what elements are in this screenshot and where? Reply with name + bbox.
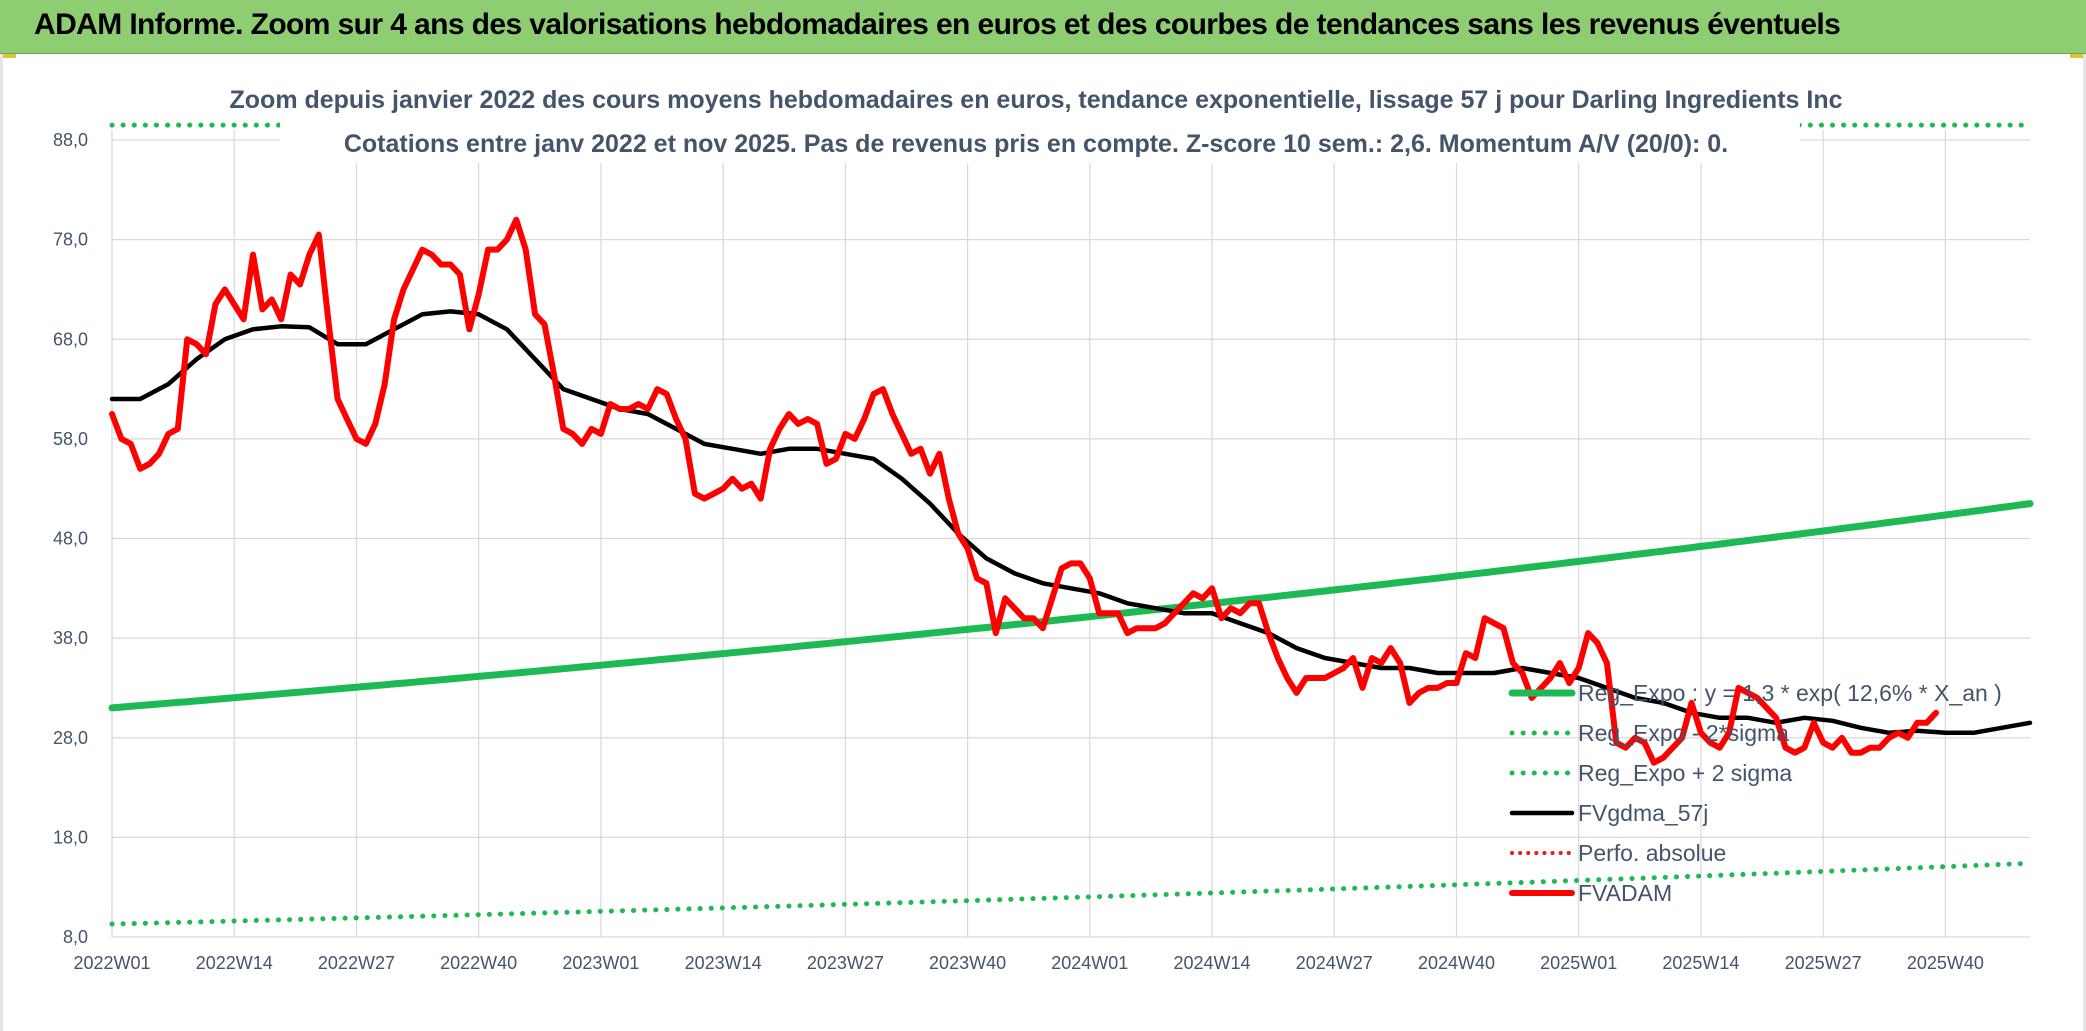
chart-subtitle: Cotations entre janv 2022 et nov 2025. P… xyxy=(344,130,1728,158)
grid-lines xyxy=(111,130,2030,938)
y-tick-label: 48,0 xyxy=(53,529,88,549)
legend-label: Reg_Expo + 2 sigma xyxy=(1578,760,1792,786)
x-tick-label: 2023W27 xyxy=(807,953,884,973)
y-tick-label: 18,0 xyxy=(53,827,88,847)
y-tick-label: 58,0 xyxy=(53,429,88,449)
y-tick-label: 28,0 xyxy=(53,728,88,748)
x-tick-label: 2024W40 xyxy=(1418,953,1495,973)
banner-corner-right xyxy=(2070,54,2086,58)
legend-label: Reg_Expo : y = 1,3 * exp( 12,6% * X_an ) xyxy=(1578,680,2002,706)
series-line-reg-expo-2-sigma xyxy=(109,860,2033,927)
series-line-fvadam xyxy=(109,216,1939,766)
subtitle-background xyxy=(280,77,1800,163)
x-tick-label: 2022W40 xyxy=(440,953,517,973)
y-tick-label: 88,0 xyxy=(53,130,88,150)
legend-label: Reg_Expo - 2*sigma xyxy=(1578,720,1789,746)
x-tick-label: 2025W14 xyxy=(1662,953,1739,973)
series-line-fvgdma-57j xyxy=(109,309,2033,736)
series-line-reg-expo-y-1-3-exp-12-6-x-an xyxy=(108,500,2034,712)
y-tick-label: 68,0 xyxy=(53,329,88,349)
banner-corner-left xyxy=(0,54,16,58)
legend: Reg_Expo : y = 1,3 * exp( 12,6% * X_an )… xyxy=(1508,680,2002,906)
x-tick-label: 2023W01 xyxy=(562,953,639,973)
header-banner: ADAM Informe. Zoom sur 4 ans des valoris… xyxy=(0,0,2086,54)
legend-label: FVADAM xyxy=(1578,880,1672,906)
chart-frame xyxy=(0,54,2086,1031)
x-tick-label: 2024W14 xyxy=(1173,953,1250,973)
x-tick-label: 2025W01 xyxy=(1540,953,1617,973)
page-title: ADAM Informe. Zoom sur 4 ans des valoris… xyxy=(34,8,1841,41)
x-tick-label: 2022W01 xyxy=(73,953,150,973)
y-tick-label: 78,0 xyxy=(53,230,88,250)
x-tick-label: 2025W27 xyxy=(1785,953,1862,973)
series-layer xyxy=(108,122,2034,927)
x-tick-label: 2023W14 xyxy=(685,953,762,973)
chart-title: Zoom depuis janvier 2022 des cours moyen… xyxy=(230,86,1843,114)
x-tick-label: 2022W14 xyxy=(196,953,273,973)
y-axis-ticks: 8,0 18,0 28,0 38,0 48,0 58,0 68,0 78,0 88,0 xyxy=(53,130,88,947)
chart-subtitle-group: Zoom depuis janvier 2022 des cours moyen… xyxy=(230,77,1843,163)
x-tick-label: 2023W40 xyxy=(929,953,1006,973)
legend-label: Perfo. absolue xyxy=(1578,840,1726,866)
y-tick-label: 38,0 xyxy=(53,628,88,648)
x-axis-ticks: 2022W01 2022W14 2022W27 2022W40 2023W01 2023W… xyxy=(73,953,1983,973)
x-tick-label: 2024W27 xyxy=(1296,953,1373,973)
y-tick-label: 8,0 xyxy=(63,927,88,947)
legend-label: FVgdma_57j xyxy=(1578,800,1708,826)
x-tick-label: 2024W01 xyxy=(1051,953,1128,973)
x-tick-label: 2025W40 xyxy=(1907,953,1984,973)
x-tick-label: 2022W27 xyxy=(318,953,395,973)
